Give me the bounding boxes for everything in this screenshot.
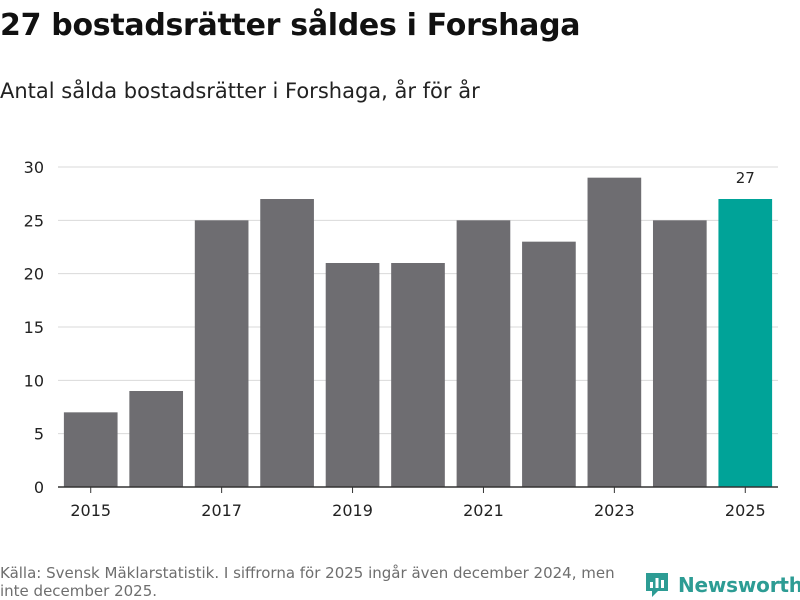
bar-2021	[456, 220, 511, 487]
y-axis-ticks: 0 5 10 15 20 25 30	[24, 158, 44, 497]
bar-2023	[587, 177, 642, 487]
bar-2024	[652, 220, 707, 487]
bar-2017	[194, 220, 249, 487]
bar-2018	[260, 199, 314, 487]
y-tick-label: 30	[24, 158, 44, 177]
x-tick-label: 2023	[594, 501, 635, 520]
newsworthy-logo-icon	[646, 573, 668, 597]
x-tick-label: 2017	[201, 501, 242, 520]
bar-2015	[63, 412, 118, 487]
bar-2020	[391, 263, 445, 487]
y-tick-label: 10	[24, 371, 44, 390]
y-tick-label: 25	[24, 211, 44, 230]
bars	[63, 177, 773, 487]
brand-name: Newsworthy	[678, 573, 800, 597]
bar-2025	[718, 199, 773, 487]
bar-2022	[522, 241, 576, 487]
brand-logo[interactable]: Newsworthy	[644, 570, 800, 600]
source-note: Källa: Svensk Mäklarstatistik. I siffror…	[0, 564, 615, 600]
chart-title: 27 bostadsrätter såldes i Forshaga	[0, 8, 581, 43]
data-labels: 27	[736, 169, 755, 187]
chart-subtitle: Antal sålda bostadsrätter i Forshaga, år…	[0, 79, 480, 103]
x-tick-label: 2019	[332, 501, 373, 520]
x-tick-label: 2015	[70, 501, 111, 520]
y-tick-label: 20	[24, 265, 44, 284]
bar-2019	[325, 263, 380, 487]
y-tick-label: 5	[34, 425, 44, 444]
bar-2016	[129, 391, 184, 487]
data-label-2025: 27	[736, 169, 755, 187]
y-tick-label: 0	[34, 478, 44, 497]
x-axis-ticks: 2015 2017 2019 2021 2023 2025	[70, 487, 766, 520]
x-tick-label: 2021	[463, 501, 504, 520]
y-tick-label: 15	[24, 318, 44, 337]
x-tick-label: 2025	[725, 501, 766, 520]
